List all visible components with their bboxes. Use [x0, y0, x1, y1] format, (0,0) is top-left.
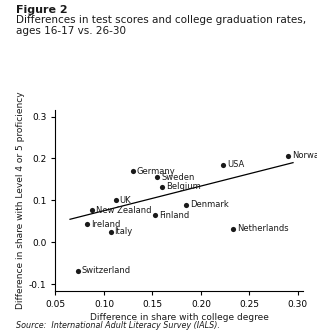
Text: New Zealand: New Zealand — [96, 205, 152, 214]
Text: Norway: Norway — [292, 151, 317, 160]
Text: Netherlands: Netherlands — [237, 224, 288, 233]
Point — [90, 207, 95, 213]
Text: Ireland: Ireland — [91, 220, 121, 229]
Point — [159, 184, 165, 190]
Text: Source:  International Adult Literacy Survey (IALS).: Source: International Adult Literacy Sur… — [16, 321, 220, 330]
Text: Finland: Finland — [159, 210, 190, 219]
Text: Germany: Germany — [137, 167, 176, 176]
Text: Italy: Italy — [115, 227, 133, 236]
Point — [184, 202, 189, 207]
Point — [286, 153, 291, 158]
Point — [221, 162, 226, 167]
Point — [153, 212, 158, 218]
Text: ages 16-17 vs. 26-30: ages 16-17 vs. 26-30 — [16, 26, 126, 36]
Point — [85, 222, 90, 227]
Point — [108, 229, 113, 234]
Y-axis label: Difference in share with Level 4 or 5 proficiency: Difference in share with Level 4 or 5 pr… — [16, 92, 25, 309]
Point — [113, 198, 118, 203]
Text: Belgium: Belgium — [166, 182, 201, 191]
Text: UK: UK — [120, 196, 131, 205]
Point — [131, 168, 136, 174]
Point — [75, 268, 80, 274]
Text: Figure 2: Figure 2 — [16, 5, 68, 15]
Text: USA: USA — [227, 160, 244, 169]
Text: Sweden: Sweden — [161, 173, 195, 182]
X-axis label: Difference in share with college degree: Difference in share with college degree — [90, 313, 268, 322]
Text: Switzerland: Switzerland — [82, 267, 131, 275]
Point — [230, 226, 236, 231]
Text: Denmark: Denmark — [190, 200, 229, 209]
Point — [155, 175, 160, 180]
Text: Differences in test scores and college graduation rates,: Differences in test scores and college g… — [16, 15, 306, 25]
